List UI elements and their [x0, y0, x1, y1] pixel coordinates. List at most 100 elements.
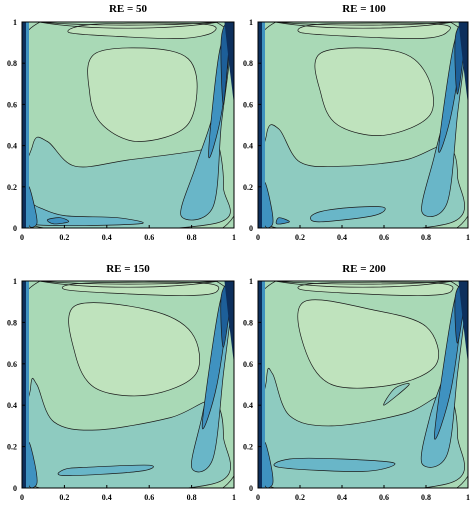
y-tick-label: 0 — [249, 224, 253, 233]
left-wall-band — [258, 281, 262, 488]
contour-field — [258, 22, 468, 228]
contour-region-10 — [87, 47, 198, 142]
x-tick-label: 0.2 — [59, 233, 69, 242]
left-wall-band — [22, 281, 26, 488]
lid-contour-line-1 — [38, 22, 220, 26]
contour-panel-2: RE = 100 0 0.2 0.4 0.6 0.8 1 0 0.2 0.4 0.6 0.8 1 — [243, 3, 470, 242]
left-wall-layer — [262, 22, 265, 228]
panel-title: RE = 100 — [342, 3, 386, 15]
x-tick-label: 0.4 — [102, 493, 112, 502]
x-tick-label: 1 — [232, 493, 236, 502]
y-tick-label: 0.6 — [7, 360, 17, 369]
plot-frame — [257, 21, 469, 229]
y-tick-label: 0.2 — [7, 183, 17, 192]
left-wall-layer — [26, 281, 29, 488]
y-tick-label: 0.6 — [243, 360, 253, 369]
contour-region-3 — [273, 457, 396, 472]
x-tick-label: 0.4 — [102, 233, 112, 242]
y-tick-label: 0.6 — [7, 100, 17, 109]
contour-region-10 — [314, 47, 434, 136]
x-tick-label: 0.6 — [379, 493, 389, 502]
plot-frame — [257, 280, 469, 489]
plot-frame — [21, 21, 235, 229]
lid-contour-line-2 — [274, 281, 454, 288]
left-wall-band — [22, 22, 26, 228]
y-tick-label: 1 — [249, 277, 253, 286]
y-tick-label: 0 — [13, 484, 17, 493]
x-tick-label: 0 — [20, 233, 24, 242]
right-corner-band — [458, 281, 468, 364]
right-corner-band — [458, 22, 468, 105]
y-tick-label: 0.4 — [7, 142, 17, 151]
x-tick-label: 0.8 — [187, 233, 197, 242]
right-corner-band — [224, 22, 234, 105]
lid-contour-line-1 — [274, 281, 454, 285]
contour-region-10 — [297, 299, 439, 389]
lid-contour-line-2 — [38, 281, 220, 288]
x-tick-label: 0.6 — [379, 233, 389, 242]
x-tick-label: 0.8 — [421, 493, 431, 502]
x-tick-label: 0.2 — [295, 233, 305, 242]
panel-title: RE = 150 — [106, 263, 150, 275]
x-tick-label: 0.8 — [421, 233, 431, 242]
contour-region-2 — [258, 124, 465, 228]
y-tick-label: 0.8 — [243, 318, 253, 327]
y-tick-label: 0.4 — [243, 401, 253, 410]
lid-contour-line-2 — [38, 22, 220, 29]
y-tick-label: 1 — [13, 18, 17, 27]
y-tick-label: 1 — [13, 277, 17, 286]
x-tick-label: 0.8 — [187, 493, 197, 502]
lid-contour-line-1 — [274, 22, 454, 26]
x-tick-label: 0.4 — [337, 493, 347, 502]
lid-contour-line-1 — [38, 281, 220, 285]
contour-region-8 — [275, 217, 290, 225]
y-tick-label: 0.8 — [7, 318, 17, 327]
x-tick-label: 0 — [256, 233, 260, 242]
y-tick-label: 1 — [249, 18, 253, 27]
y-tick-label: 0.4 — [243, 142, 253, 151]
x-tick-label: 1 — [466, 233, 470, 242]
contour-panel-4: RE = 200 0 0.2 0.4 0.6 0.8 1 0 0.2 0.4 0.6 0.8 1 — [243, 263, 470, 502]
contour-panel-1: RE = 50 0 0.2 0.4 0.6 0.8 1 0 0.2 0.4 0.6 0.8 1 — [7, 3, 236, 242]
y-tick-label: 0 — [249, 484, 253, 493]
contour-region-3 — [57, 464, 154, 476]
lid-contour-line-2 — [274, 22, 454, 29]
contour-region-9 — [297, 22, 451, 39]
y-tick-label: 0 — [13, 224, 17, 233]
x-tick-label: 1 — [232, 233, 236, 242]
y-tick-label: 0.8 — [243, 59, 253, 68]
contour-field — [22, 281, 234, 488]
panel-title: RE = 200 — [342, 263, 386, 275]
left-wall-band — [258, 22, 262, 228]
y-tick-label: 0.8 — [7, 59, 17, 68]
left-wall-layer — [26, 22, 29, 228]
y-tick-label: 0.4 — [7, 401, 17, 410]
y-tick-label: 0.2 — [7, 443, 17, 452]
x-tick-label: 0.6 — [144, 233, 154, 242]
right-corner-band — [224, 281, 234, 364]
x-tick-label: 0.6 — [144, 493, 154, 502]
contour-panel-3: RE = 150 0 0.2 0.4 0.6 0.8 1 0 0.2 0.4 0.6 0.8 1 — [7, 263, 236, 502]
contour-region-2 — [22, 377, 231, 488]
x-tick-label: 0.2 — [59, 493, 69, 502]
contour-field — [258, 281, 468, 488]
x-tick-label: 0.2 — [295, 493, 305, 502]
left-wall-layer — [262, 281, 265, 488]
contour-region-8 — [46, 217, 70, 225]
contour-region-2 — [22, 136, 231, 228]
x-tick-label: 1 — [466, 493, 470, 502]
contour-region-9 — [68, 302, 200, 397]
y-tick-label: 0.2 — [243, 443, 253, 452]
contour-region-3 — [310, 206, 386, 223]
contour-region-8 — [383, 383, 410, 406]
x-tick-label: 0 — [256, 493, 260, 502]
panel-title: RE = 50 — [109, 3, 148, 15]
y-tick-label: 0.2 — [243, 183, 253, 192]
x-tick-label: 0 — [20, 493, 24, 502]
contour-field — [22, 22, 234, 228]
x-tick-label: 0.4 — [337, 233, 347, 242]
contour-region-9 — [67, 22, 217, 40]
y-tick-label: 0.6 — [243, 100, 253, 109]
plot-frame — [21, 280, 235, 489]
